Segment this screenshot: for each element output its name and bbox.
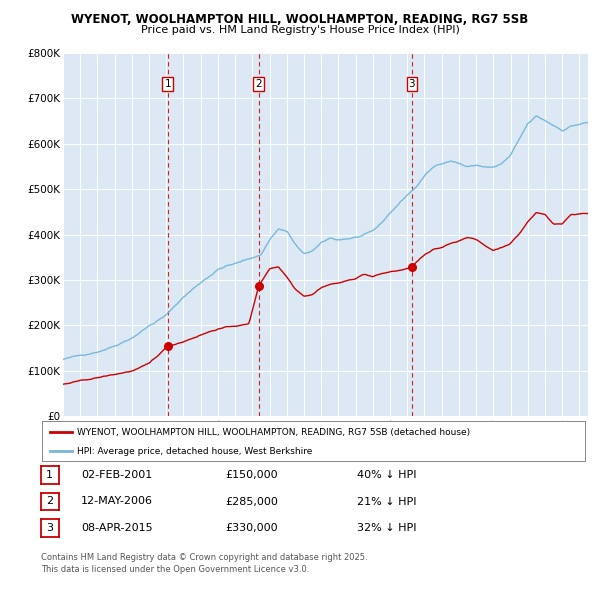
Text: 02-FEB-2001: 02-FEB-2001 (81, 470, 152, 480)
Text: 1: 1 (164, 79, 171, 89)
Text: 40% ↓ HPI: 40% ↓ HPI (357, 470, 416, 480)
Text: 12-MAY-2006: 12-MAY-2006 (81, 497, 153, 506)
Text: £330,000: £330,000 (225, 523, 278, 533)
Text: HPI: Average price, detached house, West Berkshire: HPI: Average price, detached house, West… (77, 447, 313, 456)
Text: 32% ↓ HPI: 32% ↓ HPI (357, 523, 416, 533)
Text: 2: 2 (46, 497, 53, 506)
Text: 2: 2 (255, 79, 262, 89)
Text: WYENOT, WOOLHAMPTON HILL, WOOLHAMPTON, READING, RG7 5SB (detached house): WYENOT, WOOLHAMPTON HILL, WOOLHAMPTON, R… (77, 428, 470, 437)
Text: Price paid vs. HM Land Registry's House Price Index (HPI): Price paid vs. HM Land Registry's House … (140, 25, 460, 35)
Text: £285,000: £285,000 (225, 497, 278, 506)
Text: £150,000: £150,000 (225, 470, 278, 480)
Text: WYENOT, WOOLHAMPTON HILL, WOOLHAMPTON, READING, RG7 5SB: WYENOT, WOOLHAMPTON HILL, WOOLHAMPTON, R… (71, 13, 529, 26)
Text: 21% ↓ HPI: 21% ↓ HPI (357, 497, 416, 506)
Text: 3: 3 (46, 523, 53, 533)
Text: 3: 3 (409, 79, 415, 89)
Text: Contains HM Land Registry data © Crown copyright and database right 2025.
This d: Contains HM Land Registry data © Crown c… (41, 553, 367, 574)
Text: 08-APR-2015: 08-APR-2015 (81, 523, 152, 533)
Text: 1: 1 (46, 470, 53, 480)
